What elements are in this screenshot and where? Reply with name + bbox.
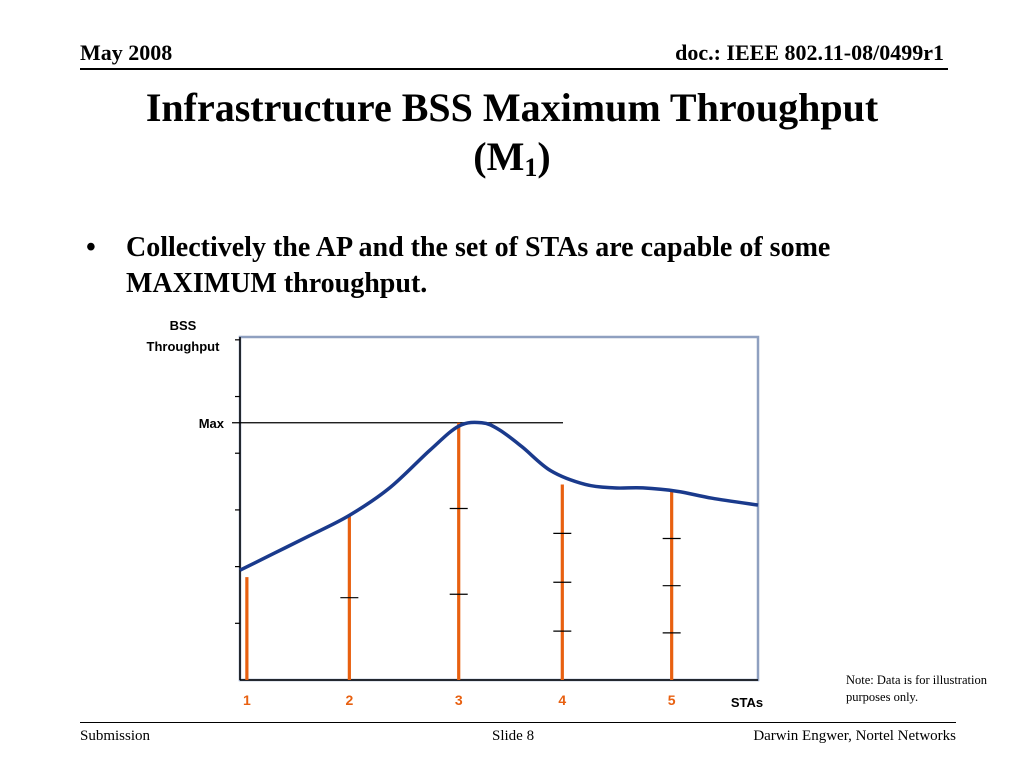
header-rule (80, 68, 948, 70)
title-subscript: 1 (524, 152, 538, 182)
plot-frame (238, 335, 760, 682)
y-axis-label-line1: BSS (170, 318, 197, 333)
x-tick-label-5: 5 (668, 692, 676, 708)
footer-author: Darwin Engwer, Nortel Networks (753, 728, 956, 744)
throughput-curve (239, 420, 759, 572)
header-date: May 2008 (80, 40, 173, 65)
x-tick-label-4: 4 (558, 692, 566, 708)
y-axis-label-line2: Throughput (147, 339, 221, 354)
x-tick-label-1: 1 (243, 692, 251, 708)
footer-rule (80, 722, 956, 723)
x-tick-label-2: 2 (345, 692, 353, 708)
footer-submission: Submission (80, 728, 151, 744)
slide-title: Infrastructure BSS Maximum Throughput (M… (0, 84, 1024, 184)
title-paren-open: (M (473, 133, 525, 179)
x-axis-label: STAs (731, 695, 763, 710)
x-tick-label-3: 3 (455, 692, 463, 708)
title-main: Infrastructure BSS Maximum Throughput (145, 85, 879, 130)
footer-slide-number: Slide 8 (492, 728, 535, 744)
max-label: Max (199, 416, 225, 431)
bullet-text: Collectively the AP and the set of STAs … (126, 232, 831, 300)
bullet-marker: • (86, 232, 96, 263)
illustration-note: Note: Data is for illustration purposes … (846, 673, 987, 704)
header-doc-id: doc.: IEEE 802.11-08/0499r1 (675, 40, 944, 65)
title-paren-close: ) (537, 133, 551, 179)
bullet-item: • Collectively the AP and the set of STA… (86, 230, 936, 303)
